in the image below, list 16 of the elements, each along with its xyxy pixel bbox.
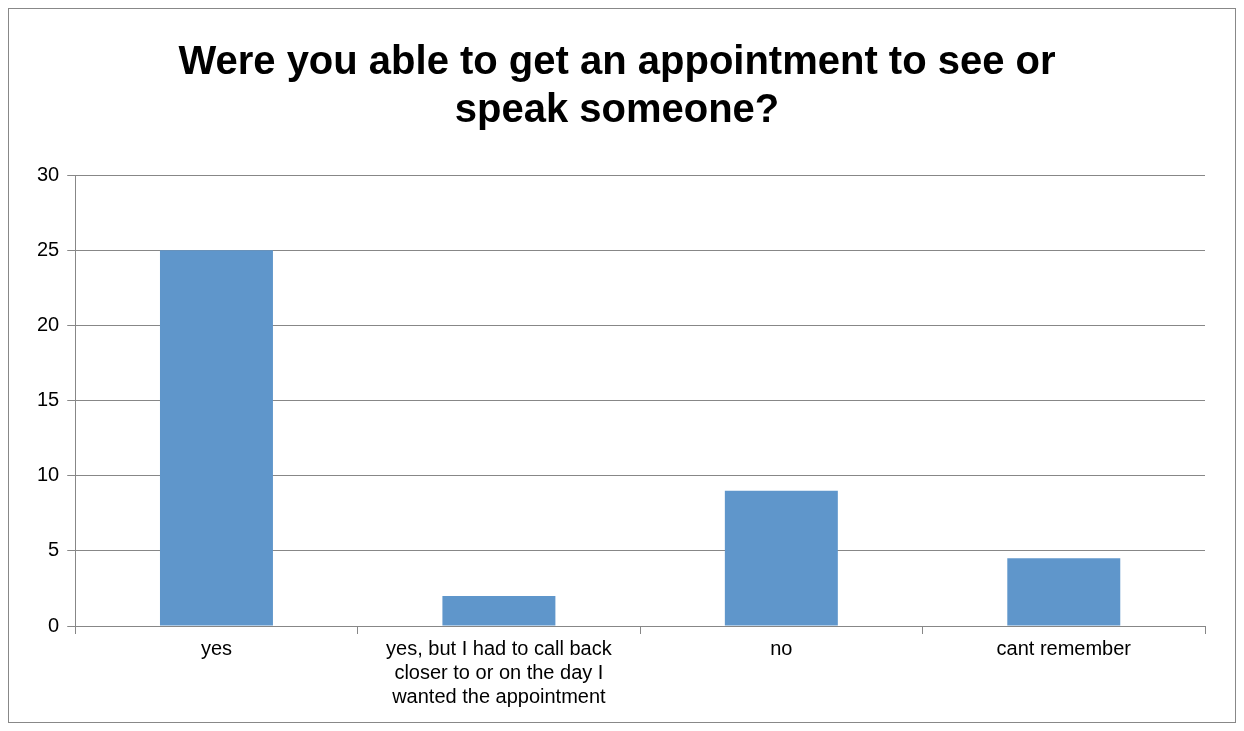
x-tick-label: yes	[200, 636, 233, 659]
chart-title: Were you able to get an appointment to see or speak someone?	[178, 38, 1056, 131]
bar	[442, 595, 556, 626]
bar	[724, 490, 838, 626]
y-tick-label: 10	[37, 463, 60, 486]
bar	[1007, 558, 1121, 626]
x-tick-label: no	[770, 636, 793, 659]
y-tick-label: 25	[37, 237, 60, 260]
y-tick-label: 0	[48, 613, 60, 636]
x-tick-label: cant remember	[996, 636, 1132, 659]
y-tick-label: 15	[37, 388, 60, 411]
y-tick-label: 5	[48, 538, 60, 561]
y-tick-label: 30	[37, 162, 60, 185]
y-tick-label: 20	[37, 312, 60, 335]
x-tick-label: yes, but I had to call back closer to or on the day I wanted the appointment	[386, 636, 613, 707]
bar	[159, 250, 273, 626]
